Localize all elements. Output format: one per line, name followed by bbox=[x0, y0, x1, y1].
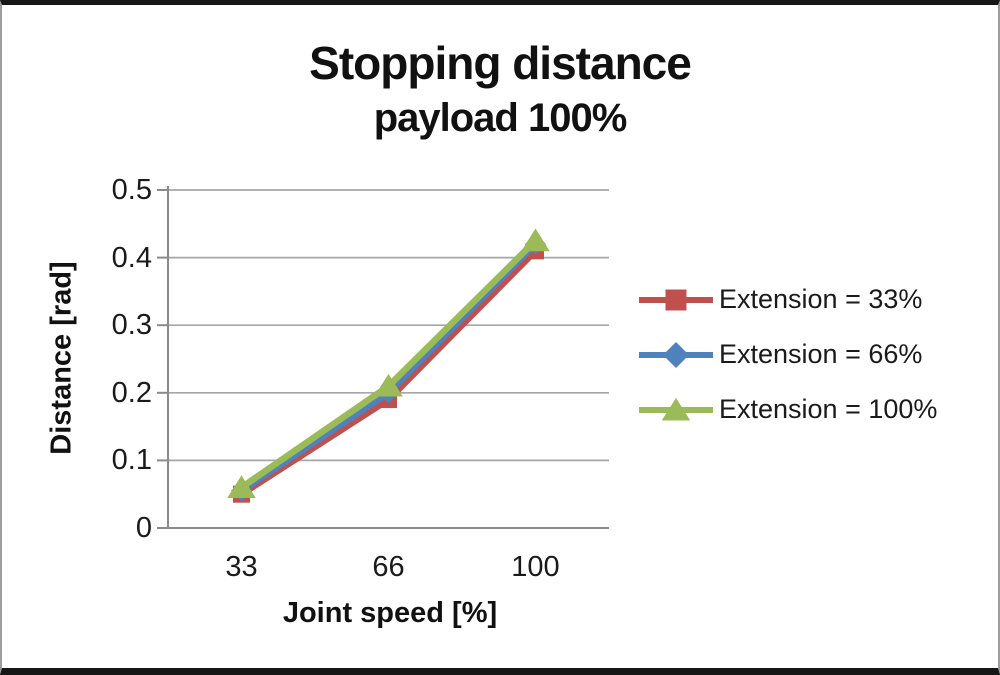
y-tick-label: 0.3 bbox=[111, 309, 152, 342]
x-tick-label: 66 bbox=[372, 551, 405, 583]
legend-label: Extension = 33% bbox=[719, 284, 923, 314]
legend-marker-triangle bbox=[639, 397, 713, 420]
y-tick-label: 0.2 bbox=[111, 376, 152, 409]
y-tick-label: 0 bbox=[135, 512, 152, 544]
x-tick-label: 33 bbox=[225, 551, 258, 583]
legend-marker-shape bbox=[661, 397, 691, 420]
legend-marker-shape bbox=[662, 341, 690, 368]
legend-marker-square bbox=[639, 289, 713, 310]
legend: Extension = 33% Extension = 66% Extensio… bbox=[637, 272, 937, 437]
data-point-triangle bbox=[521, 228, 550, 252]
y-tick-label: 0.5 bbox=[111, 174, 152, 206]
chart-title: Stopping distance bbox=[309, 37, 692, 89]
legend-item: Extension = 100% bbox=[637, 382, 937, 437]
legend-label: Extension = 100% bbox=[719, 394, 938, 424]
chart-subtitle: payload 100% bbox=[373, 96, 628, 140]
y-tick-label: 0.1 bbox=[111, 444, 152, 477]
legend-item: Extension = 33% bbox=[637, 272, 937, 327]
data-point-triangle bbox=[227, 475, 256, 498]
legend-marker-shape bbox=[665, 289, 687, 310]
legend-label: Extension = 66% bbox=[719, 339, 923, 369]
y-axis-title: Distance [rad] bbox=[45, 261, 78, 455]
y-tick-label: 0.4 bbox=[111, 241, 152, 274]
data-point-triangle bbox=[374, 373, 403, 397]
legend-marker-diamond bbox=[639, 341, 713, 368]
x-tick-label: 100 bbox=[511, 551, 560, 583]
legend-item: Extension = 66% bbox=[637, 327, 937, 382]
series-line-triangle bbox=[239, 238, 538, 491]
x-axis-title: Joint speed [%] bbox=[282, 597, 498, 629]
